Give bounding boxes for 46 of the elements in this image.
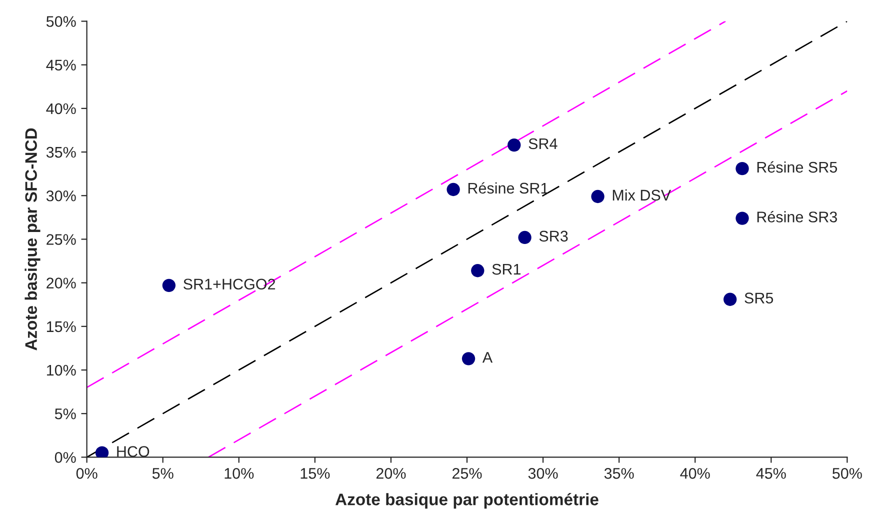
annotation: SR4: [528, 138, 558, 150]
x-tick-label: 0%: [76, 468, 98, 479]
x-tick-label: 5%: [152, 468, 174, 479]
y-tick-label: 50%: [46, 16, 76, 27]
x-tick-label: 35%: [604, 468, 634, 479]
y-axis-title: Azote basique par SFC-NCD: [24, 128, 40, 350]
point: [446, 182, 460, 196]
y-tick-label: 5%: [54, 408, 76, 420]
y-tick-label: 45%: [46, 60, 76, 71]
x-tick-label: 15%: [300, 468, 330, 479]
x-tick-label: 45%: [756, 468, 786, 479]
x-axis-title: Azote basique par potentiométrie: [335, 492, 598, 509]
annotation: Résine SR1: [468, 182, 548, 194]
point: [462, 352, 476, 366]
y-tick-label: 35%: [46, 146, 76, 158]
y-tick-label: 30%: [46, 190, 76, 202]
x-tick-label: 50%: [832, 468, 862, 479]
annotation: A: [482, 352, 493, 363]
annotation: SR1+HCGO2: [184, 278, 276, 290]
point: [736, 212, 749, 225]
annotation: SR5: [744, 292, 774, 304]
x-tick-label: 40%: [680, 468, 710, 479]
annotation: HCO: [117, 446, 150, 457]
y-tick-label: 40%: [46, 103, 76, 114]
point: [162, 278, 176, 292]
x-tick-label: 30%: [528, 468, 558, 479]
point: [724, 292, 737, 306]
point: [471, 264, 484, 278]
annotation: SR3: [539, 230, 568, 242]
annotation: Mix DSV: [612, 189, 672, 201]
y-tick-label: 25%: [46, 234, 76, 245]
y-tick-label: 10%: [46, 364, 76, 376]
point: [508, 138, 521, 152]
x-tick-label: 25%: [452, 468, 482, 479]
x-tick-label: 10%: [224, 468, 254, 479]
point: [95, 446, 109, 458]
y-tick-label: 20%: [46, 278, 76, 288]
point: [518, 230, 532, 244]
annotation: Résine SR5: [757, 161, 838, 173]
y-tick-label: 15%: [46, 321, 76, 332]
annotation: Résine SR3: [757, 210, 837, 222]
annotation: SR1: [492, 264, 521, 275]
y-tick-label: 0%: [54, 452, 76, 463]
point: [591, 190, 604, 204]
point: [736, 162, 749, 176]
x-tick-label: 20%: [376, 468, 406, 479]
